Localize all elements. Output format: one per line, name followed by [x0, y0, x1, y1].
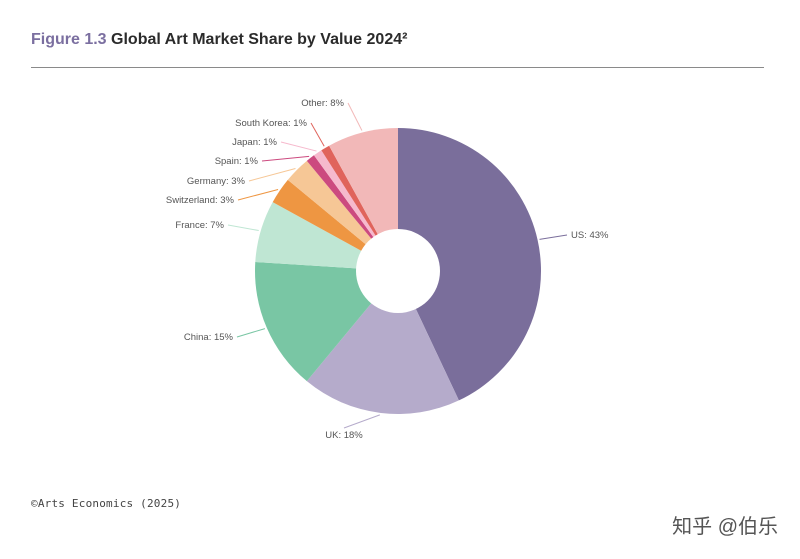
slice-us	[398, 128, 541, 401]
slice-uk	[306, 271, 459, 414]
slice-label-spain: Spain: 1%	[215, 156, 259, 167]
slice-label-china: China: 15%	[184, 332, 234, 343]
donut-hole	[356, 229, 440, 313]
slice-label-south-korea: South Korea: 1%	[235, 118, 307, 129]
leader-line-switzerland	[237, 189, 279, 201]
figure-number: Figure 1.3	[31, 31, 107, 48]
slice-label-other: Other: 8%	[301, 98, 344, 109]
leader-line-china	[236, 328, 266, 338]
watermark: 知乎 @伯乐	[672, 516, 778, 538]
leader-lines-group	[227, 102, 568, 429]
leader-line-spain	[261, 155, 310, 162]
page-title: Figure 1.3 Global Art Market Share by Va…	[31, 31, 407, 49]
leader-line-other	[347, 102, 363, 131]
slice-label-uk: UK: 18%	[325, 430, 363, 441]
slice-label-france: France: 7%	[175, 220, 224, 231]
source-note: ©Arts Economics (2025)	[31, 497, 182, 510]
leader-line-france	[227, 224, 259, 232]
title-divider	[31, 67, 764, 68]
leader-line-japan	[280, 141, 317, 152]
chart-title: Global Art Market Share by Value 2024²	[111, 31, 408, 48]
slice-label-us: US: 43%	[571, 230, 609, 241]
leader-line-south-korea	[310, 122, 325, 147]
leader-line-germany	[248, 167, 296, 182]
leader-line-us	[539, 234, 568, 240]
slice-label-japan: Japan: 1%	[232, 137, 277, 148]
slice-label-germany: Germany: 3%	[187, 176, 246, 187]
slice-label-switzerland: Switzerland: 3%	[166, 195, 235, 206]
labels-group: US: 43% UK: 18% China: 15% France: 7% Switze…	[166, 98, 609, 441]
leader-line-uk	[343, 414, 380, 429]
